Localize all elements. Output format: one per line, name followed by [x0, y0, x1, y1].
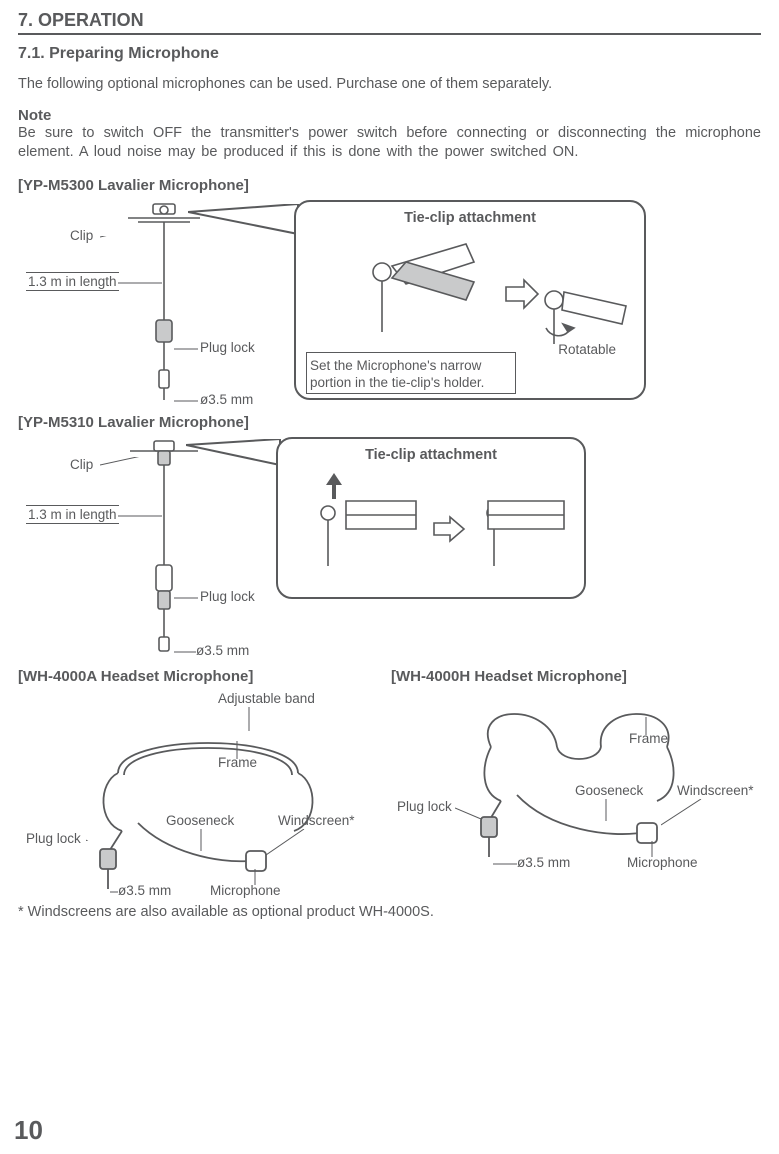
headsetH-frame-label: Frame: [629, 731, 668, 746]
callout-pointer-icon: [186, 439, 286, 487]
leader-line-icon: [645, 717, 647, 735]
footnote: * Windscreens are also available as opti…: [18, 904, 761, 920]
leader-line-icon: [200, 829, 202, 851]
headsetA-diameter-label: ø3.5 mm: [118, 883, 171, 898]
headsetH-windscreen-label: Windscreen*: [677, 783, 754, 798]
intro-text: The following optional microphones can b…: [18, 75, 761, 95]
leader-line-icon: [455, 807, 483, 819]
mic2-callout: Tie-clip attachment: [276, 437, 586, 599]
mic1-diagram: Clip 1.3 m in length Plug lock ø3.5 mm T…: [18, 200, 758, 410]
mic2-heading: [YP-M5310 Lavalier Microphone]: [18, 414, 761, 431]
mic2-clip-label: Clip: [70, 457, 93, 472]
headsetA-block: [WH-4000A Headset Microphone]: [18, 668, 388, 896]
mic2-length-label: 1.3 m in length: [26, 505, 119, 524]
leader-line-icon: [110, 891, 122, 893]
leader-line-icon: [174, 651, 200, 653]
headsetH-pluglock-label: Plug lock: [397, 799, 452, 814]
headsetA-pluglock-label: Plug lock: [26, 831, 81, 846]
headsetH-diameter-label: ø3.5 mm: [517, 855, 570, 870]
leader-line-icon: [118, 515, 168, 517]
subsection-title: 7.1. Preparing Microphone: [18, 45, 761, 63]
mic1-length-label: 1.3 m in length: [26, 272, 119, 291]
caption-box-icon: [306, 352, 516, 394]
leader-line-icon: [118, 282, 168, 284]
leader-line-icon: [651, 841, 653, 857]
mic1-clip-label: Clip: [70, 228, 93, 243]
mic2-diameter-label: ø3.5 mm: [196, 643, 249, 658]
headsetH-heading: [WH-4000H Headset Microphone]: [391, 668, 761, 685]
headsetA-heading: [WH-4000A Headset Microphone]: [18, 668, 388, 685]
mic1-diameter-label: ø3.5 mm: [200, 392, 253, 407]
leader-line-icon: [248, 707, 250, 731]
mic2-diagram: Clip 1.3 m in length Plug lock ø3.5 mm T…: [18, 437, 758, 662]
note-block: Note Be sure to switch OFF the transmitt…: [18, 107, 761, 163]
headsetA-diagram: Adjustable band Frame Gooseneck Windscre…: [18, 691, 388, 896]
leader-line-icon: [86, 839, 106, 841]
leader-line-icon: [174, 348, 204, 350]
headsetH-gooseneck-label: Gooseneck: [575, 783, 643, 798]
mic1-callout: Tie-clip attachment Set the Microphone's…: [294, 200, 646, 400]
leader-line-icon: [254, 869, 256, 885]
leader-line-icon: [174, 597, 204, 599]
tieclip-art-icon: [288, 471, 578, 591]
mic1-rotatable-label: Rotatable: [558, 342, 616, 357]
headsetH-mic-label: Microphone: [627, 855, 698, 870]
headsetA-windscreen-label: Windscreen*: [278, 813, 355, 828]
leader-line-icon: [493, 863, 519, 865]
leader-line-icon: [266, 829, 306, 859]
callout-pointer-icon: [188, 204, 308, 264]
mic2-pluglock-label: Plug lock: [200, 589, 255, 604]
headsetH-art-icon: [441, 697, 741, 867]
note-label: Note: [18, 107, 761, 124]
leader-line-icon: [661, 799, 705, 829]
leader-line-icon: [100, 236, 160, 238]
mic1-pluglock-label: Plug lock: [200, 340, 255, 355]
leader-line-icon: [605, 799, 607, 821]
mic1-callout-title: Tie-clip attachment: [296, 210, 644, 226]
leader-line-icon: [174, 400, 204, 402]
headsetA-gooseneck-label: Gooseneck: [166, 813, 234, 828]
headsetH-diagram: Frame Gooseneck Windscreen* Plug lock ø3…: [391, 691, 761, 881]
page-number: 10: [14, 1115, 43, 1146]
headsetA-mic-label: Microphone: [210, 883, 281, 898]
headsetA-adjband-label: Adjustable band: [218, 691, 315, 706]
note-body: Be sure to switch OFF the transmitter's …: [18, 124, 761, 163]
leader-line-icon: [236, 741, 238, 759]
headset-row: [WH-4000A Headset Microphone]: [18, 668, 761, 896]
leader-line-icon: [100, 457, 150, 469]
section-title: 7. OPERATION: [18, 10, 761, 35]
mic2-callout-title: Tie-clip attachment: [278, 447, 584, 463]
headsetH-block: [WH-4000H Headset Microphone]: [391, 668, 761, 896]
mic1-heading: [YP-M5300 Lavalier Microphone]: [18, 177, 761, 194]
headsetA-art-icon: [78, 703, 378, 893]
